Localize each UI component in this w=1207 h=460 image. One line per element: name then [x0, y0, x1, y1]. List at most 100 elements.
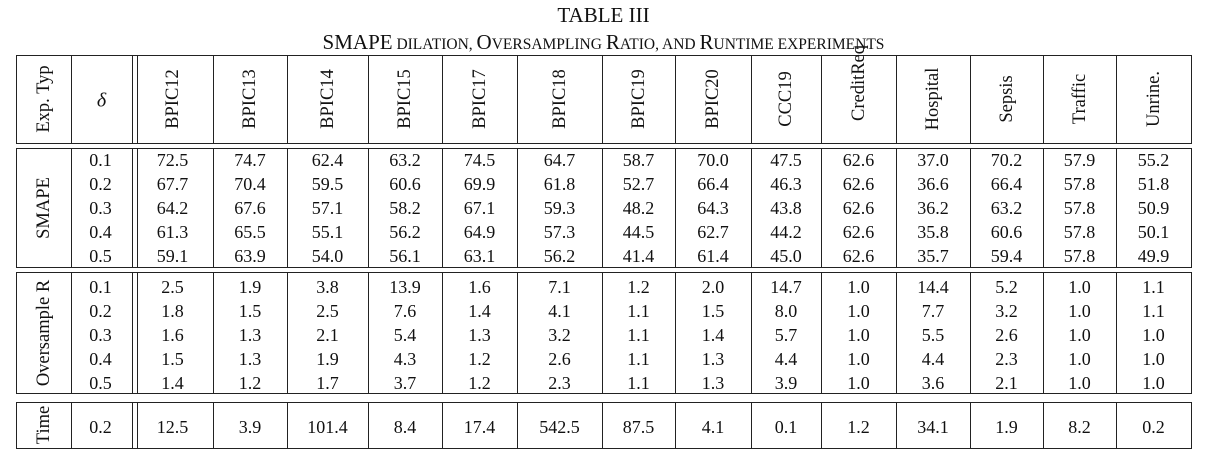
- value-cell: 1.2: [238, 373, 262, 393]
- value-cell: 67.1: [463, 198, 496, 218]
- col-rule: [675, 402, 677, 449]
- value-cell: 1.9: [995, 417, 1018, 437]
- value-cell: 3.9: [774, 373, 798, 393]
- value-cell: 1.0: [847, 277, 870, 297]
- col-rule: [517, 272, 519, 394]
- value-cell: 7.7: [921, 301, 945, 321]
- col-rule: [602, 148, 604, 268]
- value-cell: 3.6: [921, 373, 945, 393]
- title-part: untime experiments: [713, 36, 885, 53]
- value-cell: 14.7: [770, 277, 802, 297]
- col-rule: [1043, 55, 1045, 144]
- header-dataset: Traffic: [1069, 73, 1090, 125]
- col-rule: [821, 402, 823, 449]
- title-part: SMAPE: [322, 30, 393, 54]
- value-cell: 1.3: [238, 349, 262, 369]
- header-dataset: Sepsis: [996, 75, 1017, 123]
- value-cell: 2.1: [995, 373, 1018, 393]
- value-cell: 36.2: [917, 198, 949, 218]
- value-cell: 1.1: [1142, 301, 1165, 321]
- rule-top-2: [16, 272, 1191, 274]
- col-rule: [132, 148, 134, 268]
- value-cell: 67.7: [156, 174, 189, 194]
- value-cell: 70.4: [234, 174, 266, 194]
- value-cell: 64.2: [156, 198, 189, 218]
- title-part: R: [699, 30, 714, 54]
- value-cell: 56.2: [389, 222, 421, 242]
- col-rule: [675, 272, 677, 394]
- value-cell: 74.5: [463, 150, 496, 170]
- value-cell: 62.4: [311, 150, 344, 170]
- col-rule: [71, 148, 73, 268]
- value-cell: 1.9: [316, 349, 339, 369]
- value-cell: 5.4: [393, 325, 417, 345]
- value-cell: 1.7: [316, 373, 339, 393]
- col-rule: [16, 148, 18, 268]
- value-cell: 57.9: [1063, 150, 1096, 170]
- value-cell: 14.4: [917, 277, 949, 297]
- value-cell: 57.3: [543, 222, 576, 242]
- table-label: TABLE III: [557, 3, 650, 27]
- value-cell: 65.5: [234, 222, 266, 242]
- value-cell: 61.4: [697, 246, 729, 266]
- col-rule-double: [137, 272, 139, 394]
- value-cell: 1.0: [1068, 325, 1091, 345]
- col-rule: [675, 148, 677, 268]
- delta-cell: 0.4: [89, 349, 112, 369]
- header-dataset: CCC19: [776, 71, 796, 127]
- delta-cell: 0.2: [89, 417, 112, 437]
- value-cell: 44.5: [622, 222, 655, 242]
- col-rule: [368, 402, 370, 449]
- col-rule: [213, 55, 215, 144]
- value-cell: 4.3: [393, 349, 417, 369]
- value-cell: 63.9: [234, 246, 266, 266]
- col-rule: [368, 272, 370, 394]
- header-delta: δ: [96, 89, 107, 112]
- value-cell: 2.5: [316, 301, 339, 321]
- value-cell: 8.2: [1068, 417, 1091, 437]
- value-cell: 13.9: [389, 277, 421, 297]
- header-dataset: CreditReq: [848, 44, 869, 122]
- value-cell: 1.0: [1068, 301, 1091, 321]
- value-cell: 1.1: [627, 349, 650, 369]
- value-cell: 64.3: [697, 198, 729, 218]
- col-rule: [602, 55, 604, 144]
- col-rule: [287, 272, 289, 394]
- value-cell: 55.1: [311, 222, 344, 242]
- col-rule: [287, 55, 289, 144]
- value-cell: 62.7: [697, 222, 729, 242]
- value-cell: 2.5: [161, 277, 184, 297]
- value-cell: 2.6: [995, 325, 1018, 345]
- group-label: SMAPE: [33, 176, 54, 239]
- col-rule: [1043, 148, 1045, 268]
- col-rule: [71, 55, 73, 144]
- col-rule: [1043, 402, 1045, 449]
- value-cell: 51.8: [1137, 174, 1170, 194]
- value-cell: 44.2: [770, 222, 802, 242]
- title-part: O: [476, 30, 492, 54]
- value-cell: 37.0: [917, 150, 949, 170]
- rule-top-1: [16, 148, 1191, 150]
- value-cell: 1.2: [847, 417, 870, 437]
- value-cell: 45.0: [770, 246, 802, 266]
- value-cell: 70.2: [990, 150, 1023, 170]
- value-cell: 1.0: [847, 301, 870, 321]
- col-rule: [1191, 55, 1193, 144]
- value-cell: 4.4: [774, 349, 798, 369]
- value-cell: 1.0: [847, 349, 870, 369]
- value-cell: 57.8: [1063, 246, 1096, 266]
- value-cell: 1.3: [701, 373, 725, 393]
- value-cell: 35.7: [917, 246, 949, 266]
- value-cell: 12.5: [156, 417, 189, 437]
- value-cell: 52.7: [622, 174, 655, 194]
- value-cell: 2.3: [548, 373, 571, 393]
- value-cell: 4.1: [701, 417, 725, 437]
- value-cell: 4.4: [921, 349, 945, 369]
- value-cell: 1.0: [1068, 349, 1091, 369]
- col-rule: [368, 148, 370, 268]
- col-rule: [71, 402, 73, 449]
- value-cell: 63.2: [389, 150, 421, 170]
- header-dataset: Hospital: [923, 67, 943, 131]
- delta-cell: 0.3: [89, 325, 112, 345]
- value-cell: 61.8: [543, 174, 576, 194]
